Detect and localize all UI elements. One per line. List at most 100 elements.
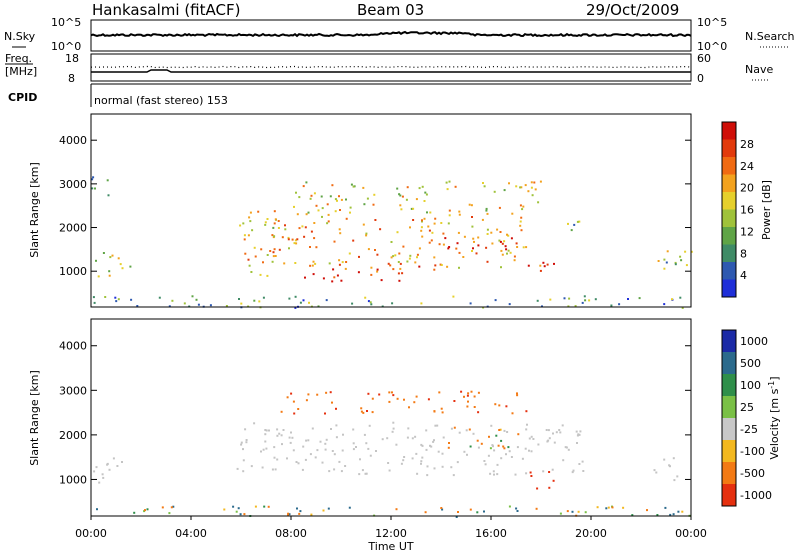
power-cell bbox=[340, 198, 343, 201]
power-cell bbox=[254, 255, 257, 258]
power-cell bbox=[416, 253, 419, 256]
time-tick-label: 08:00 bbox=[275, 527, 307, 540]
velocity-cell bbox=[392, 394, 395, 397]
velocity-cell bbox=[441, 452, 444, 455]
power-cell bbox=[410, 207, 413, 210]
power-cell bbox=[369, 301, 372, 304]
power-cell bbox=[445, 181, 448, 184]
velocity-cell bbox=[441, 465, 444, 468]
velocity-cell bbox=[483, 510, 485, 513]
velocity-cell bbox=[310, 513, 313, 516]
power-cell bbox=[225, 305, 228, 307]
power-cell bbox=[281, 236, 284, 239]
velocity-cell bbox=[288, 436, 291, 439]
power-cell bbox=[376, 268, 379, 271]
power-cell bbox=[266, 218, 269, 220]
power-cell bbox=[567, 305, 570, 308]
power-cell bbox=[490, 231, 493, 234]
power-cell bbox=[433, 222, 436, 225]
power-cell bbox=[448, 214, 451, 217]
velocity-cell bbox=[559, 512, 562, 515]
velocity-cell bbox=[244, 428, 247, 431]
power-cell bbox=[519, 204, 522, 207]
velocity-cell bbox=[489, 472, 492, 475]
velocity-cell bbox=[378, 393, 381, 396]
velocity-colorbar-swatch bbox=[722, 330, 736, 353]
power-cell bbox=[508, 303, 511, 306]
power-cell bbox=[304, 276, 306, 279]
power-cell bbox=[452, 295, 455, 298]
power-cell bbox=[638, 297, 641, 300]
power-cell bbox=[399, 267, 402, 270]
power-cell bbox=[372, 203, 375, 206]
power-cell bbox=[91, 178, 94, 181]
power-cell bbox=[485, 246, 488, 249]
power-cell bbox=[334, 210, 337, 213]
velocity-cell bbox=[487, 454, 490, 457]
velocity-cell bbox=[299, 510, 302, 513]
time-tick-label: 16:00 bbox=[475, 527, 507, 540]
velocity-cell bbox=[324, 448, 327, 451]
power-cell bbox=[195, 298, 198, 301]
velocity-cell bbox=[493, 473, 495, 476]
power-cell bbox=[327, 220, 330, 223]
velocity-cell bbox=[495, 434, 498, 437]
velocity-cell bbox=[325, 391, 328, 394]
power-cell bbox=[349, 211, 351, 214]
velocity-cell bbox=[329, 391, 332, 394]
power-cell bbox=[412, 219, 415, 221]
power-cell bbox=[690, 250, 693, 253]
velocity-cell bbox=[361, 469, 364, 472]
velocity-cell bbox=[498, 429, 501, 431]
velocity-cell bbox=[235, 510, 238, 513]
velocity-cell bbox=[499, 428, 502, 431]
velocity-panel: 1000 2000 3000 4000 Slant Range [km] 1000 50… bbox=[28, 318, 781, 518]
velocity-cell bbox=[344, 465, 347, 467]
power-cell bbox=[394, 254, 397, 257]
velocity-cell bbox=[496, 473, 499, 476]
power-cell bbox=[519, 224, 522, 227]
power-cell bbox=[398, 279, 401, 282]
power-cell bbox=[530, 186, 533, 189]
power-cell bbox=[296, 238, 299, 241]
power-cell bbox=[191, 295, 194, 298]
power-cell bbox=[440, 222, 443, 224]
velocity-cell bbox=[425, 429, 428, 432]
velocity-cell bbox=[322, 509, 325, 512]
velocity-cell bbox=[530, 450, 533, 453]
velocity-cell bbox=[239, 513, 242, 516]
power-cell bbox=[209, 304, 212, 307]
power-cell bbox=[358, 255, 360, 258]
velocity-cell bbox=[366, 410, 368, 412]
velocity-cell bbox=[414, 435, 417, 438]
power-cell bbox=[568, 297, 571, 300]
velocity-cell bbox=[491, 444, 494, 447]
velocity-cell bbox=[578, 463, 581, 465]
velocity-cell bbox=[416, 472, 419, 475]
power-cell bbox=[390, 241, 393, 243]
velocity-cell bbox=[302, 445, 305, 448]
power-cell bbox=[352, 239, 355, 242]
velocity-cell bbox=[388, 400, 391, 403]
power-cell bbox=[442, 232, 445, 235]
power-cell bbox=[663, 258, 666, 261]
velocity-cell bbox=[333, 453, 336, 456]
velocity-cell bbox=[500, 457, 503, 460]
power-cell bbox=[303, 235, 306, 238]
velocity-cell bbox=[460, 390, 463, 393]
power-cell bbox=[396, 187, 399, 190]
velocity-cell bbox=[102, 476, 105, 479]
velocity-cell bbox=[391, 430, 394, 433]
power-cell bbox=[663, 267, 666, 270]
power-cell bbox=[243, 234, 246, 237]
velocity-cell bbox=[472, 432, 475, 435]
power-y-tick-label: 1000 bbox=[59, 265, 87, 278]
power-cell bbox=[424, 191, 427, 194]
power-cell bbox=[397, 272, 400, 275]
power-cell bbox=[392, 255, 395, 258]
power-cell bbox=[447, 247, 450, 250]
power-cell bbox=[416, 256, 418, 259]
power-cell bbox=[287, 238, 290, 241]
velocity-cell bbox=[535, 507, 538, 510]
velocity-cell bbox=[369, 454, 372, 457]
